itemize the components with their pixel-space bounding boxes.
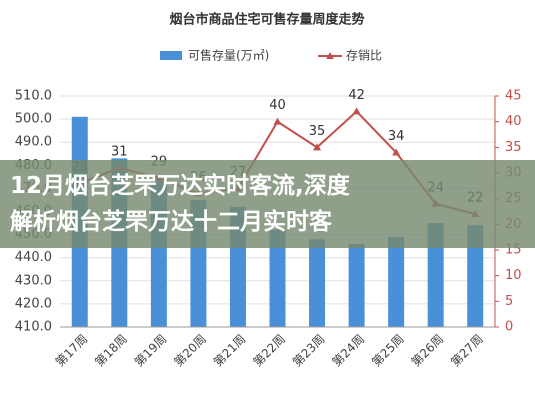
data-label: 34 — [388, 129, 405, 144]
bar — [427, 223, 444, 327]
bar — [467, 225, 484, 327]
data-label: 42 — [348, 88, 365, 103]
bar — [309, 239, 326, 327]
legend-label: 可售存量(万㎡) — [188, 48, 269, 63]
data-label: 40 — [269, 98, 286, 113]
x-tick-label: 第25周 — [369, 332, 407, 370]
bar — [388, 236, 405, 327]
y2-tick-label: 40 — [505, 114, 522, 129]
x-tick-label: 第22周 — [250, 332, 288, 370]
x-tick-label: 第24周 — [330, 332, 368, 370]
x-tick-label: 第18周 — [92, 332, 130, 370]
line-marker — [392, 148, 401, 156]
data-label: 31 — [111, 144, 128, 159]
chart-title: 烟台市商品住宅可售存量周度走势 — [169, 12, 364, 28]
y2-tick-label: 35 — [505, 140, 522, 155]
overlay-line: 解析烟台芝罘万达十二月实时客 — [10, 209, 332, 235]
legend-swatch — [160, 51, 182, 60]
legend-marker — [326, 52, 334, 59]
y2-tick-label: 5 — [505, 294, 513, 309]
overlay-line: 12月烟台芝罘万达实时客流,深度 — [10, 173, 350, 199]
y2-tick-label: 45 — [505, 89, 522, 104]
x-tick-label: 第21周 — [211, 332, 249, 370]
y-tick-label: 430.0 — [15, 273, 52, 288]
y-tick-label: 420.0 — [15, 296, 52, 311]
line-marker — [313, 143, 322, 151]
y2-tick-label: 0 — [505, 320, 513, 335]
x-tick-label: 第27周 — [448, 332, 486, 370]
y-tick-label: 500.0 — [15, 112, 52, 127]
y-tick-label: 510.0 — [15, 89, 52, 104]
x-tick-label: 第19周 — [132, 332, 170, 370]
bar — [348, 243, 365, 327]
x-tick-label: 第26周 — [409, 332, 447, 370]
y-tick-label: 410.0 — [15, 320, 52, 335]
x-tick-label: 第20周 — [171, 332, 209, 370]
line-marker — [273, 117, 282, 125]
line-marker — [352, 107, 361, 115]
y2-tick-label: 10 — [505, 268, 522, 283]
data-label: 35 — [309, 124, 326, 139]
x-tick-label: 第17周 — [53, 332, 91, 370]
overlay-banner: 12月烟台芝罘万达实时客流,深度 解析烟台芝罘万达十二月实时客 — [0, 160, 535, 248]
bar — [269, 229, 286, 327]
y-tick-label: 490.0 — [15, 135, 52, 150]
x-tick-label: 第23周 — [290, 332, 328, 370]
y-tick-label: 440.0 — [15, 250, 52, 265]
legend-label: 存销比 — [346, 49, 382, 63]
